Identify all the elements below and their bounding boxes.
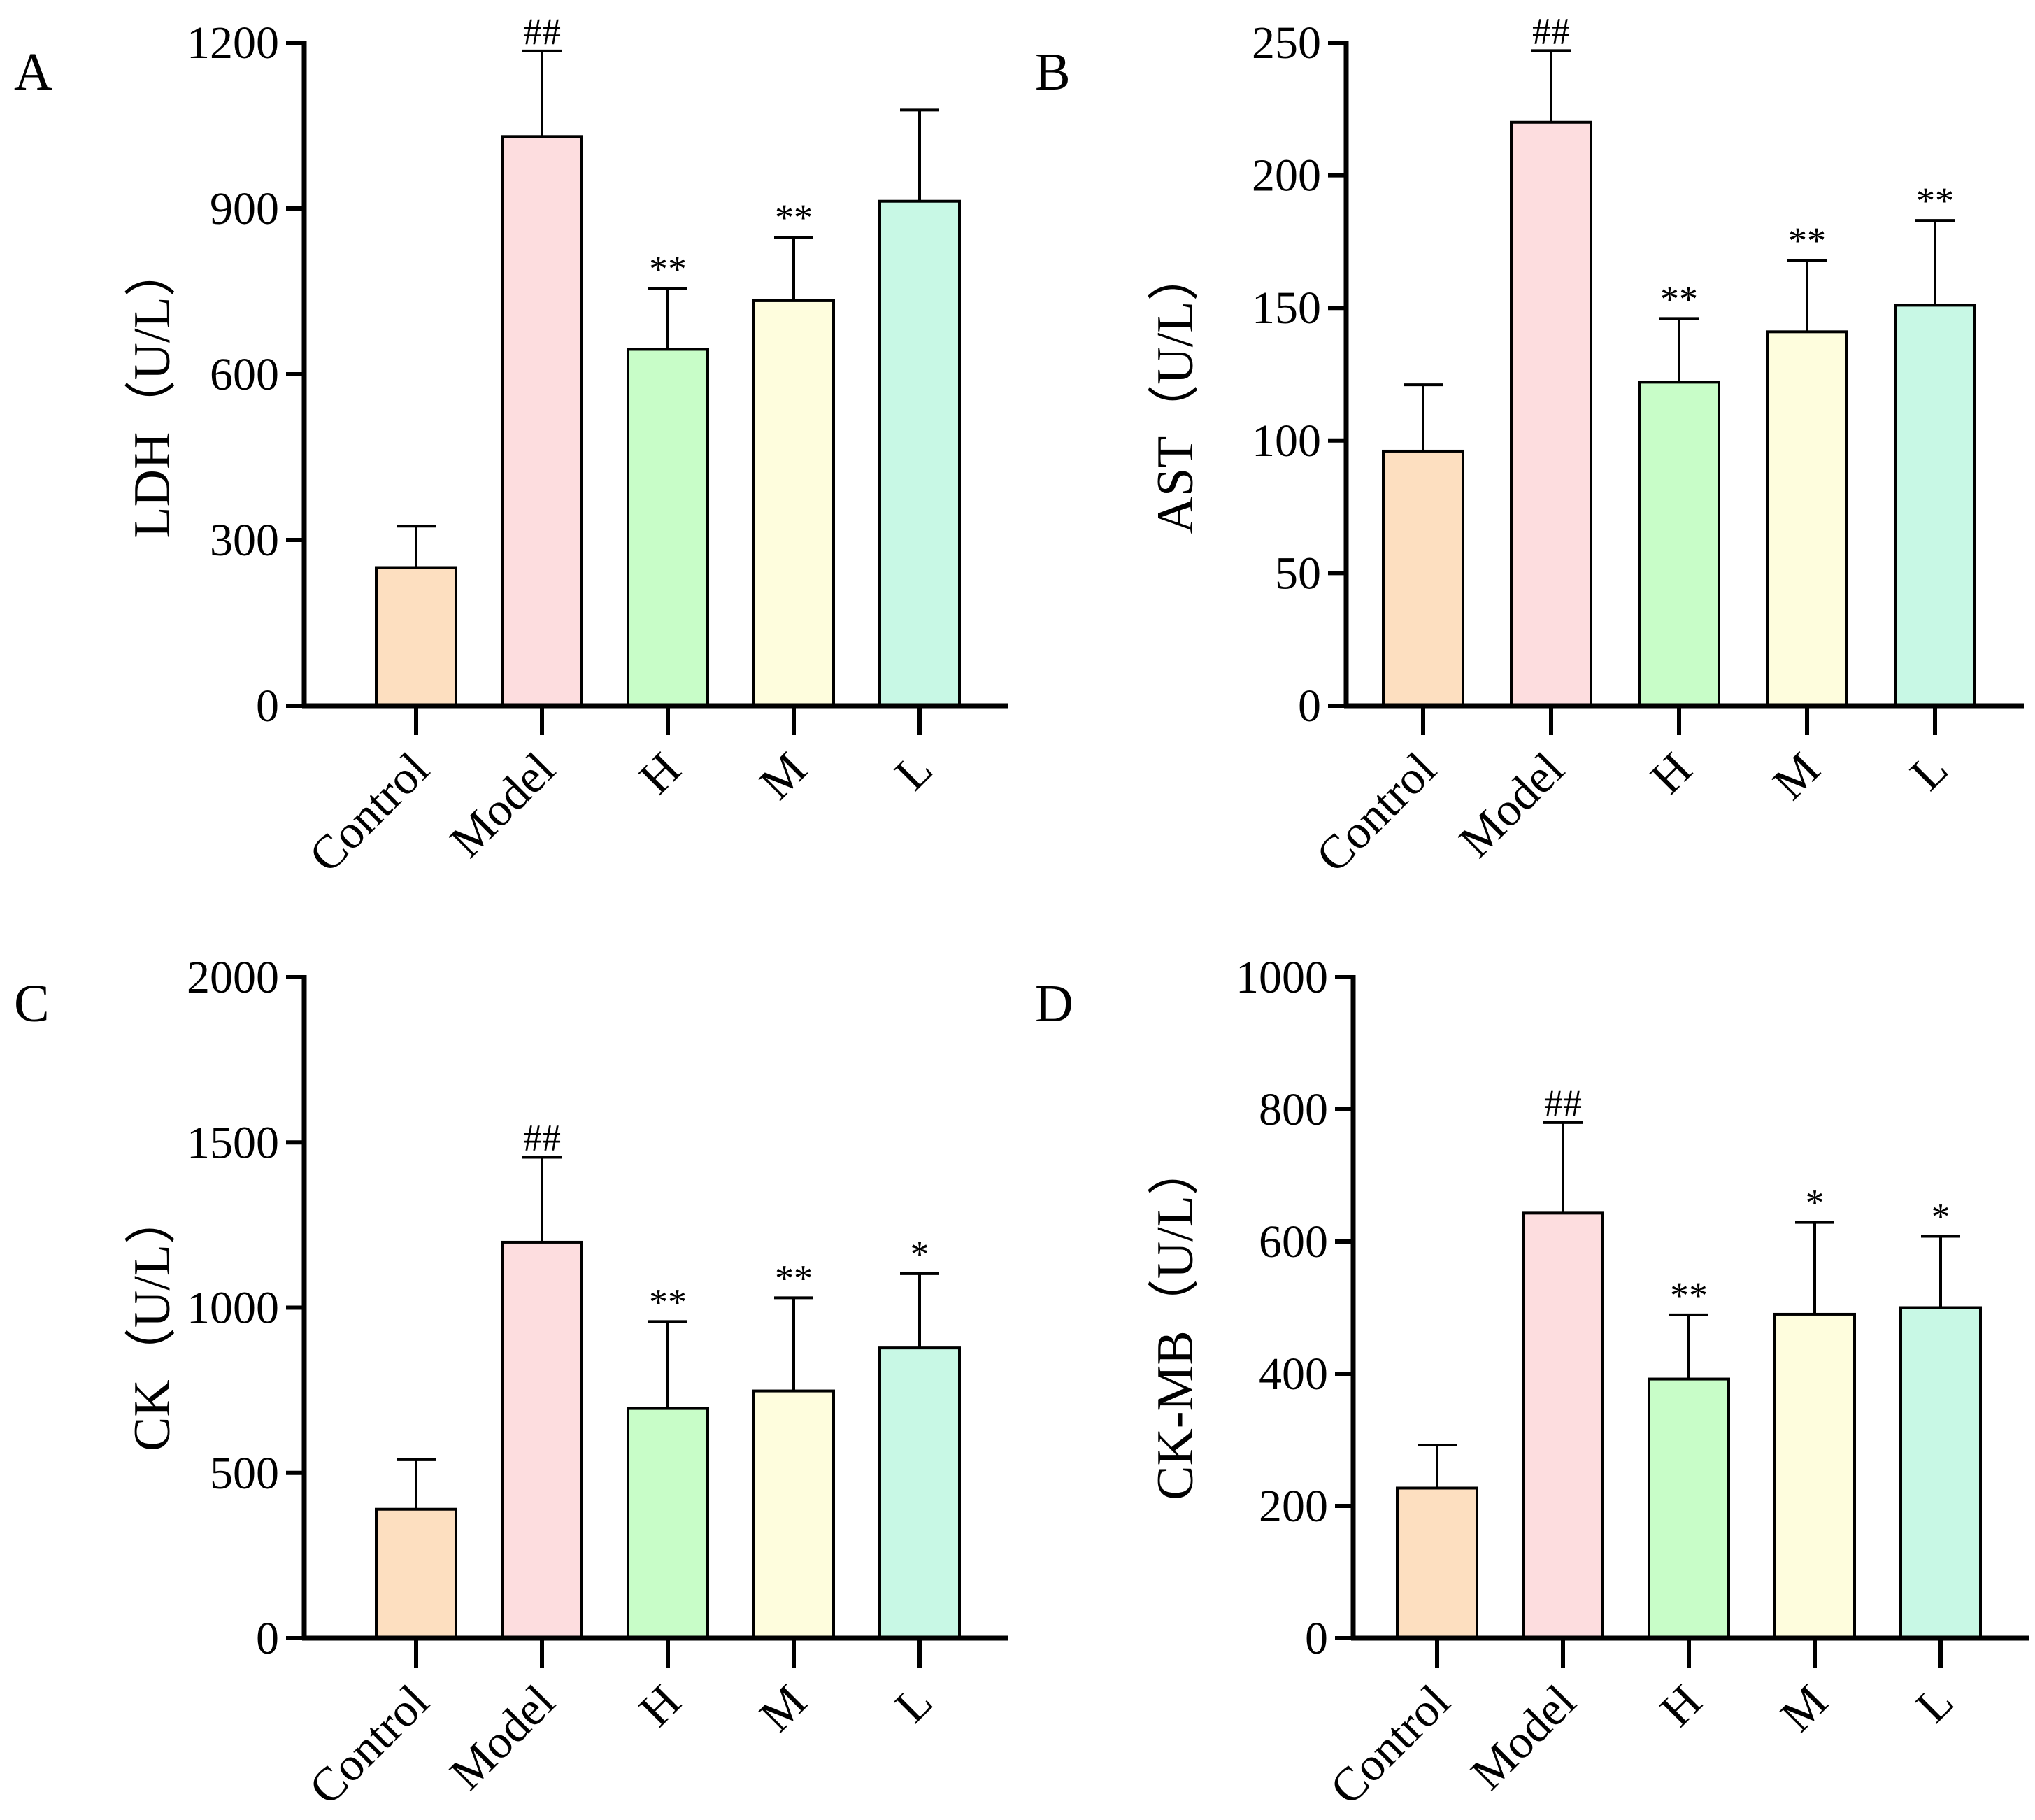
significance-label: **: [1788, 220, 1826, 262]
y-tick-label: 1200: [187, 17, 279, 69]
bar: [1766, 330, 1848, 707]
bar: [627, 1407, 709, 1640]
panel-label: C: [14, 974, 50, 1033]
y-tick-label: 400: [1259, 1349, 1328, 1400]
bar: [752, 1389, 835, 1640]
panel-b: B AST（U/L） 0 50 100 150 200 250 Control ## Model…: [1035, 10, 2024, 883]
bar: [1396, 1486, 1478, 1640]
y-tick-label: 1500: [187, 1117, 279, 1168]
bar: [627, 348, 709, 707]
category-label: H: [629, 1675, 690, 1736]
y-tick-label: 900: [210, 183, 279, 234]
category-label: M: [1770, 1675, 1837, 1742]
y-tick-label: 600: [210, 349, 279, 400]
significance-label: ##: [523, 10, 561, 52]
category-label: Control: [299, 742, 439, 883]
y-axis-title: AST（U/L）: [1147, 250, 1204, 534]
significance-label: *: [911, 1233, 929, 1275]
bar: [1382, 449, 1464, 708]
bar: [1510, 120, 1592, 707]
bar: [1638, 381, 1720, 707]
panel-a: A LDH（U/L） 0 300 600 900 1200 Control ## Model *…: [14, 10, 1008, 883]
category-label: Model: [1448, 742, 1573, 867]
y-tick-label: 200: [1259, 1481, 1328, 1532]
bar: [501, 135, 583, 708]
category-label: M: [749, 742, 816, 809]
significance-label: *: [1806, 1182, 1825, 1224]
category-label: Model: [439, 1675, 564, 1800]
category-label: H: [629, 742, 690, 804]
bar: [1894, 304, 1976, 707]
significance-label: **: [649, 248, 687, 290]
category-label: Control: [1320, 1675, 1460, 1815]
category-label: Model: [439, 742, 564, 867]
y-tick-label: 1000: [1236, 952, 1328, 1003]
y-tick-label: 1000: [187, 1283, 279, 1334]
significance-label: ##: [1532, 10, 1570, 52]
significance-label: **: [1916, 180, 1954, 222]
bar: [1899, 1306, 1982, 1640]
bar: [375, 566, 457, 707]
panel-d: D CK-MB（U/L） 0 200 400 600 800 1000 Control ## M…: [1035, 952, 2029, 1815]
significance-label: **: [1670, 1274, 1708, 1316]
significance-label: **: [1660, 278, 1698, 320]
y-tick-label: 500: [210, 1448, 279, 1499]
bar: [878, 1346, 961, 1640]
category-label: L: [884, 742, 942, 800]
y-tick-label: 250: [1252, 17, 1321, 69]
panel-label: A: [14, 43, 52, 101]
category-label: M: [1762, 742, 1829, 809]
bar: [878, 199, 961, 708]
category-label: L: [1905, 1675, 1963, 1733]
bar: [375, 1507, 457, 1640]
bar: [1773, 1312, 1856, 1640]
panel-label: B: [1035, 43, 1071, 101]
y-axis-title: CK（U/L）: [124, 1193, 181, 1451]
y-tick-label: 300: [210, 515, 279, 566]
significance-label: *: [1932, 1195, 1950, 1237]
category-label: Control: [299, 1675, 439, 1815]
category-label: Model: [1460, 1675, 1585, 1800]
category-label: M: [749, 1675, 816, 1742]
category-label: H: [1650, 1675, 1711, 1736]
y-tick-label: 200: [1252, 150, 1321, 201]
bar: [1648, 1377, 1730, 1640]
y-tick-label: 150: [1252, 283, 1321, 334]
category-label: L: [884, 1675, 942, 1733]
significance-label: **: [775, 197, 813, 239]
y-tick-label: 0: [1305, 1613, 1328, 1664]
significance-label: ##: [523, 1117, 561, 1159]
bar: [501, 1240, 583, 1640]
y-tick-label: 2000: [187, 952, 279, 1003]
bar: [752, 299, 835, 707]
panel-label: D: [1035, 974, 1073, 1033]
y-axis-title: LDH（U/L）: [124, 245, 181, 538]
y-tick-label: 0: [256, 1613, 279, 1664]
significance-label: ##: [1544, 1082, 1582, 1124]
category-label: H: [1640, 742, 1701, 804]
significance-label: **: [649, 1281, 687, 1323]
panel-c: C CK（U/L） 0 500 1000 1500 2000 Control ## Model…: [14, 952, 1008, 1815]
y-tick-label: 100: [1252, 415, 1321, 467]
bar: [1522, 1211, 1604, 1640]
category-label: L: [1899, 742, 1957, 800]
y-tick-label: 50: [1275, 548, 1321, 599]
y-tick-label: 800: [1259, 1084, 1328, 1135]
y-tick-label: 0: [1298, 681, 1321, 732]
y-tick-label: 600: [1259, 1216, 1328, 1267]
y-axis-title: CK-MB（U/L）: [1147, 1144, 1204, 1500]
significance-label: **: [775, 1257, 813, 1299]
y-tick-label: 0: [256, 681, 279, 732]
category-label: Control: [1306, 742, 1446, 883]
